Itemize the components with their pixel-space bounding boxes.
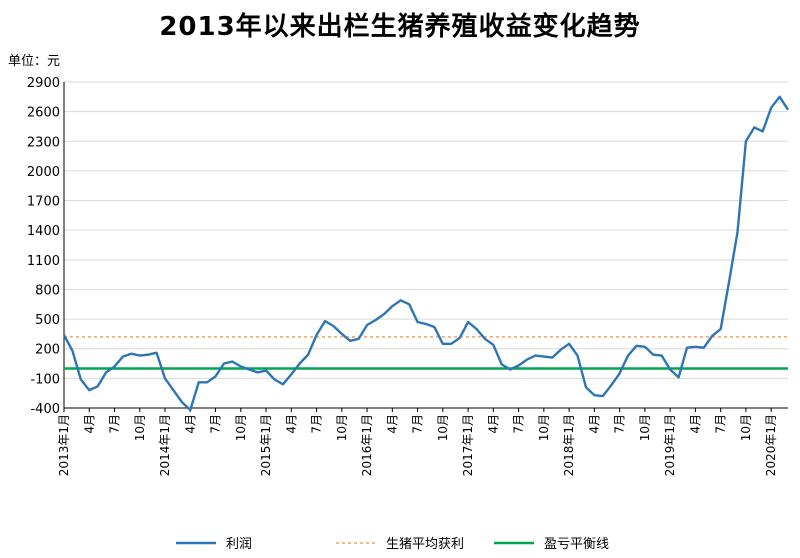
y-tick-label: 1100: [27, 254, 60, 269]
y-tick-label: 2000: [27, 165, 60, 180]
x-tick-label: 4月: [385, 414, 399, 434]
x-tick-label: 10月: [638, 414, 652, 441]
y-axis: -400 -100 200 500 800 1100 1400 1700 2000 2300 260…: [27, 76, 65, 417]
x-tick-label: 7月: [209, 414, 223, 434]
x-tick-label: 2017年1月: [461, 414, 475, 476]
profit-series-line: [62, 95, 790, 412]
y-tick-label: -100: [30, 372, 60, 387]
y-tick-label: 2600: [27, 106, 60, 121]
series-layer: [62, 95, 790, 412]
x-tick-label: 4月: [688, 414, 702, 434]
unit-label: 单位：元: [8, 54, 61, 69]
x-tick-label: 7月: [512, 414, 526, 434]
x-tick-label: 10月: [133, 414, 147, 441]
x-tick-label: 2013年1月: [57, 414, 71, 476]
x-tick-label: 7月: [714, 414, 728, 434]
y-tick-label: 2900: [27, 76, 60, 91]
x-tick-label: 2015年1月: [259, 414, 273, 476]
legend-profit-label: 利润: [226, 537, 252, 552]
x-tick-label: 4月: [587, 414, 601, 434]
legend-average-label: 生猪平均获利: [386, 537, 464, 552]
x-tick-label: 10月: [335, 414, 349, 441]
x-tick-label: 4月: [183, 414, 197, 434]
x-tick-label: 4月: [486, 414, 500, 434]
legend-breakeven-label: 盈亏平衡线: [544, 537, 609, 552]
x-tick-label: 7月: [411, 414, 425, 434]
x-tick-label: 7月: [108, 414, 122, 434]
y-tick-label: 1400: [27, 224, 60, 239]
y-tick-label: -400: [30, 402, 60, 417]
x-tick-label: 2018年1月: [562, 414, 576, 476]
x-tick-label: 7月: [613, 414, 627, 434]
y-tick-label: 800: [35, 283, 60, 298]
legend: 利润 生猪平均获利 盈亏平衡线: [176, 537, 609, 552]
chart-title: 2013年以来出栏生猪养殖收益变化趋势: [159, 12, 641, 42]
x-tick-label: 2016年1月: [360, 414, 374, 476]
x-tick-label: 10月: [234, 414, 248, 441]
grid-layer: [64, 81, 788, 409]
y-tick-label: 200: [35, 343, 60, 358]
x-tick-label: 2020年1月: [764, 414, 778, 476]
x-axis: 2013年1月 4月 7月 10月 2014年1月 4月 7月 10月 2015年1月 4月 7月 1…: [57, 407, 788, 476]
x-tick-label: 10月: [739, 414, 753, 441]
x-tick-label: 4月: [82, 414, 96, 434]
y-tick-label: 500: [35, 313, 60, 328]
x-tick-label: 4月: [284, 414, 298, 434]
y-tick-label: 1700: [27, 195, 60, 210]
x-tick-label: 10月: [436, 414, 450, 441]
x-tick-label: 2019年1月: [663, 414, 677, 476]
x-tick-label: 7月: [310, 414, 324, 434]
x-tick-label: 10月: [537, 414, 551, 441]
x-tick-label: 2014年1月: [158, 414, 172, 476]
y-tick-label: 2300: [27, 135, 60, 150]
